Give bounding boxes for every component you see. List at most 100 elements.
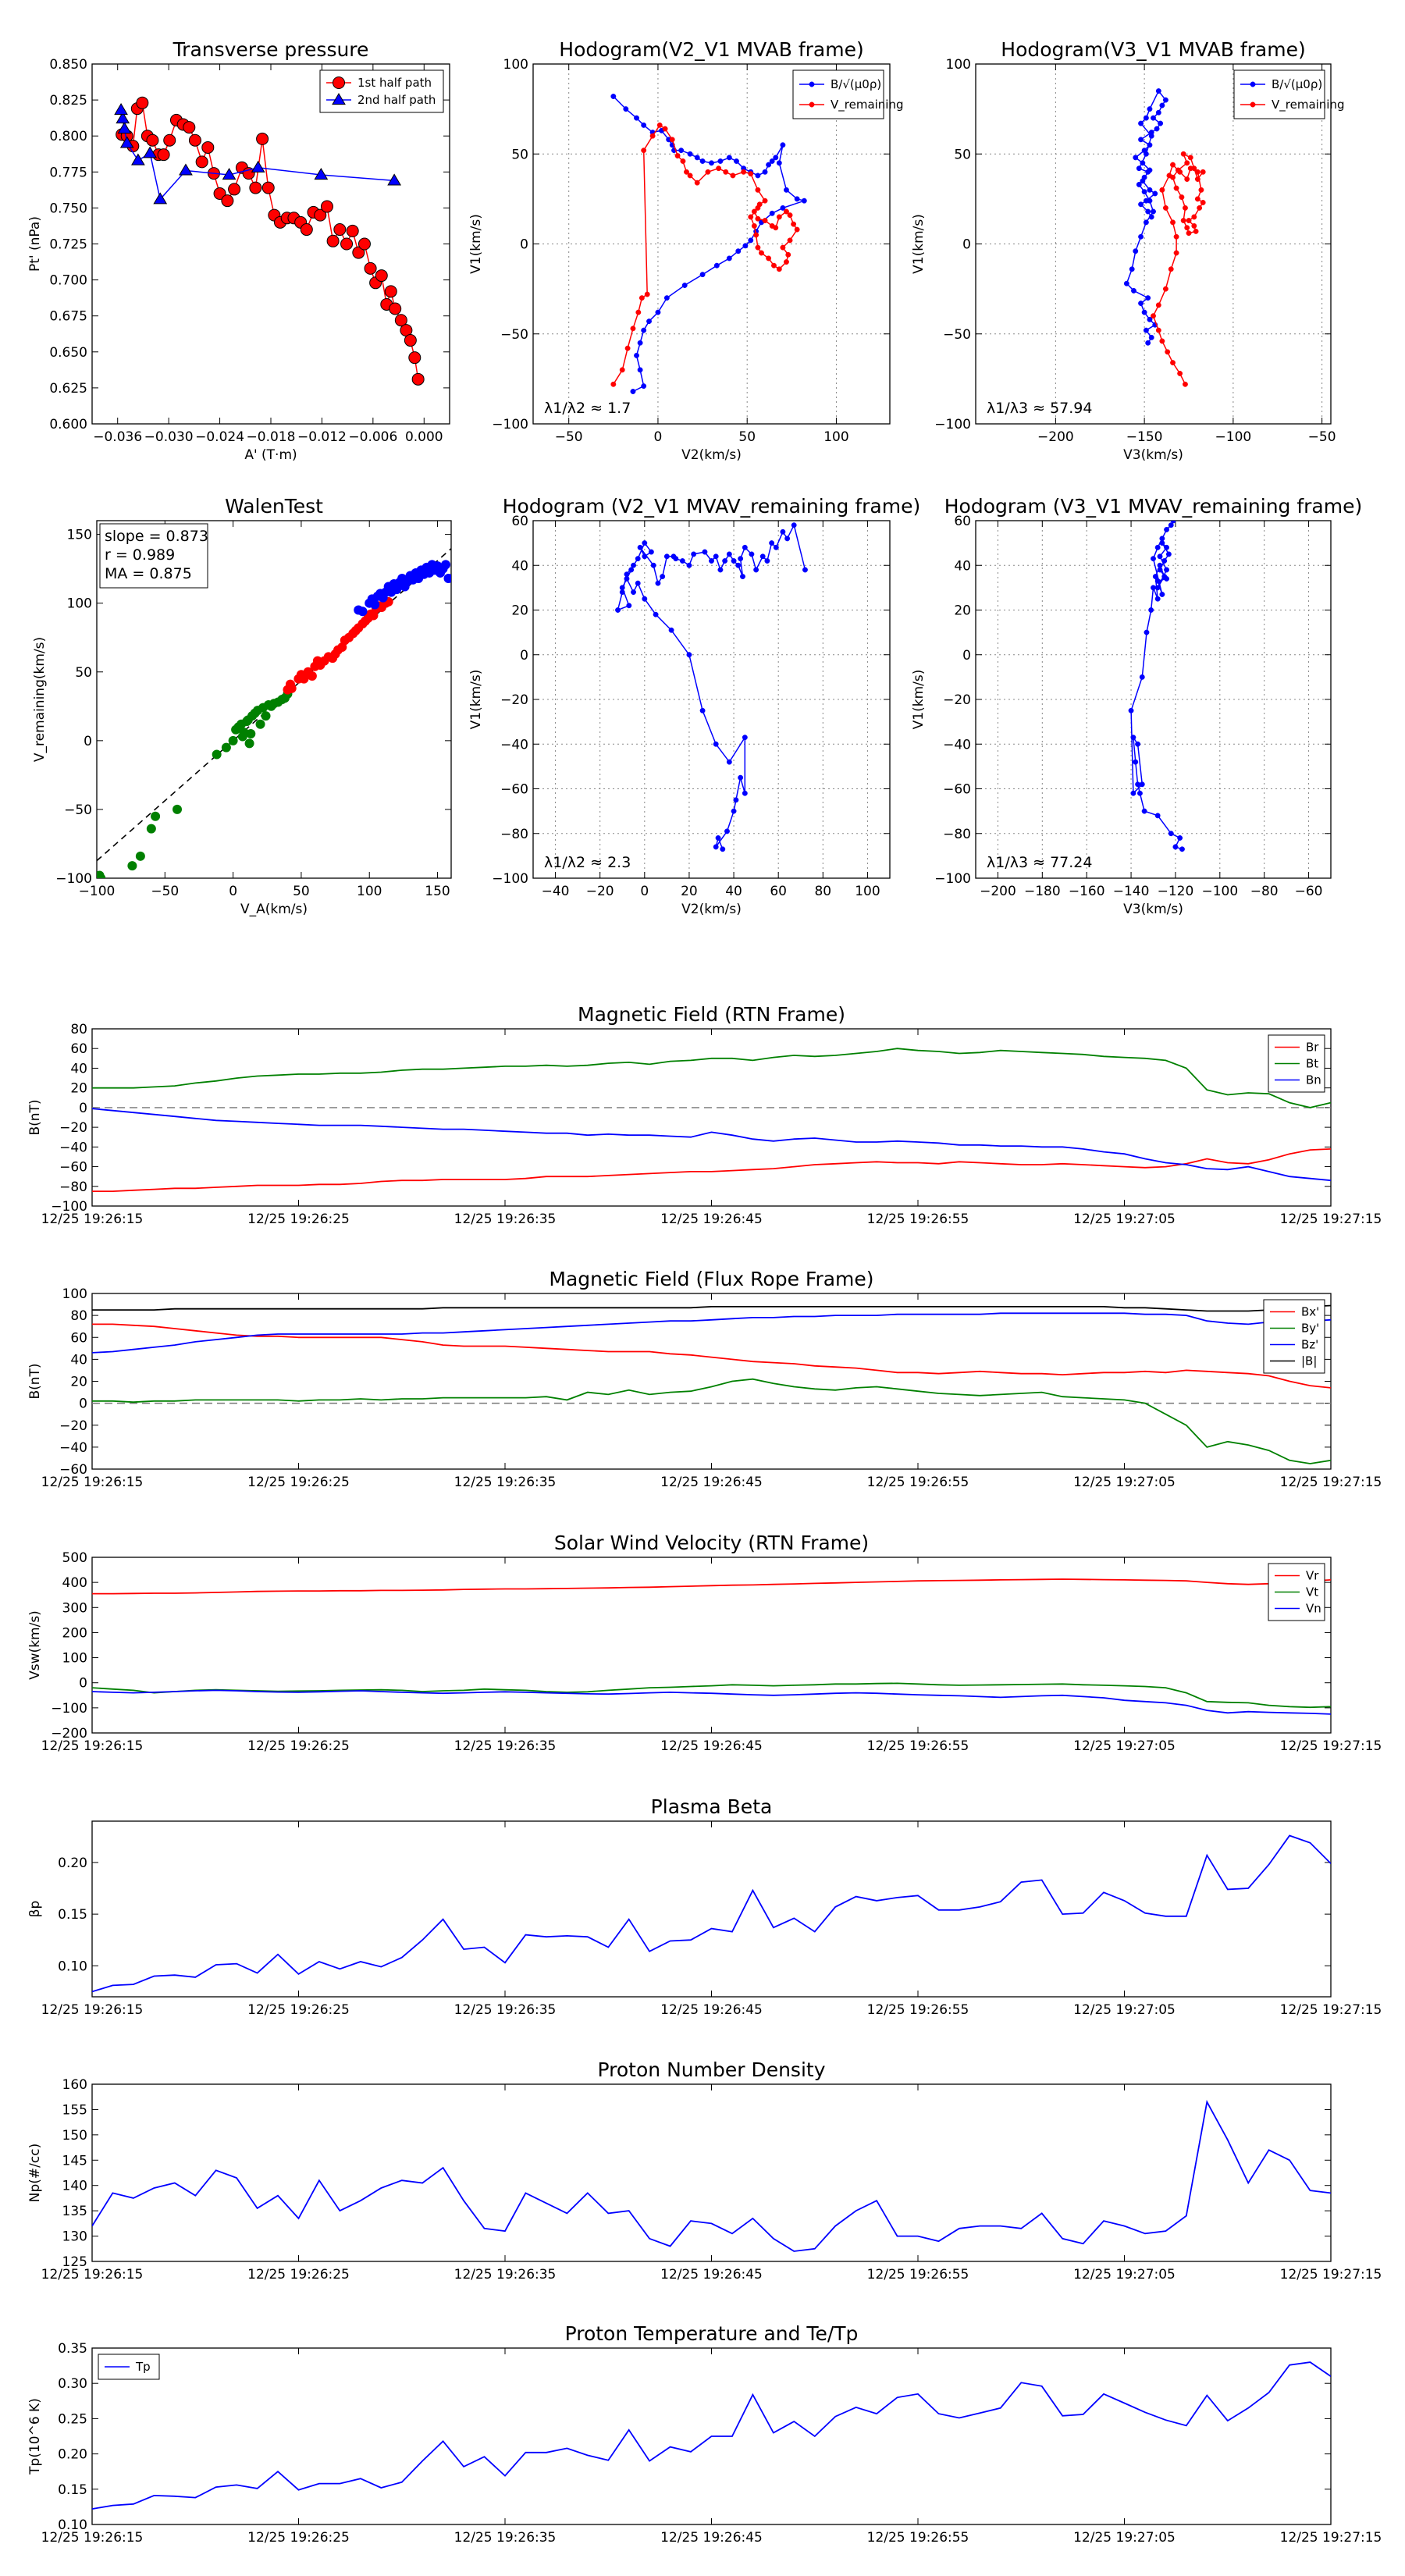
data-point xyxy=(740,574,745,580)
data-point xyxy=(1198,187,1204,193)
x-tick-label: −0.036 xyxy=(93,429,142,445)
series-line xyxy=(92,1689,1331,1715)
data-point xyxy=(619,585,625,591)
y-tick-label: −100 xyxy=(51,1199,87,1215)
data-point xyxy=(773,544,779,550)
x-tick-label: 12/25 19:26:45 xyxy=(660,2002,763,2018)
data-point xyxy=(389,302,402,315)
legend: Br Bt Bn xyxy=(1268,1034,1325,1093)
y-tick-label: 0.825 xyxy=(49,93,87,109)
data-point xyxy=(1184,160,1190,166)
legend-box xyxy=(792,69,884,119)
data-point xyxy=(626,603,632,609)
data-point xyxy=(1154,544,1161,550)
legend-item: V_remaining xyxy=(799,98,904,112)
data-point xyxy=(1155,327,1161,333)
chart-b_fr: 12/25 19:26:15 12/25 19:26:25 12/25 19:26:… xyxy=(27,1268,1382,1490)
legend-label: Bx' xyxy=(1301,1305,1319,1319)
series xyxy=(97,688,293,878)
chart-title: Plasma Beta xyxy=(651,1795,773,1818)
y-tick-label: −20 xyxy=(943,692,971,708)
chart-v_rtn: 12/25 19:26:15 12/25 19:26:25 12/25 19:26:… xyxy=(27,1532,1382,1754)
x-tick-label: 12/25 19:26:45 xyxy=(660,1475,763,1490)
chart-title: Hodogram (V3_V1 MVAV_remaining frame) xyxy=(944,495,1363,518)
data-point xyxy=(738,774,744,781)
x-tick-label: −180 xyxy=(1024,884,1061,899)
data-point xyxy=(146,133,159,147)
y-tick-label: 0.775 xyxy=(49,165,87,180)
chart-title: Hodogram(V2_V1 MVAB frame) xyxy=(559,38,863,61)
data-point xyxy=(1250,81,1256,87)
data-point xyxy=(630,389,636,394)
x-tick-label: 60 xyxy=(770,884,787,899)
data-point xyxy=(1129,266,1135,272)
y-tick-label: −100 xyxy=(934,417,971,432)
data-point xyxy=(691,551,697,557)
series-line xyxy=(92,1304,1331,1312)
legend-item: Vr xyxy=(1275,1569,1319,1583)
data-point xyxy=(713,553,719,560)
y-tick-label: 20 xyxy=(954,603,971,619)
data-point xyxy=(1148,133,1154,139)
data-point xyxy=(201,141,215,154)
data-point xyxy=(1173,185,1179,191)
x-tick-label: −200 xyxy=(980,884,1016,899)
data-point xyxy=(623,106,629,112)
legend: B/√(μ0ρ) V_remaining xyxy=(792,69,904,119)
data-point xyxy=(183,121,196,134)
data-point xyxy=(1157,567,1163,573)
x-tick-label: −200 xyxy=(1037,429,1074,445)
x-tick-label: 12/25 19:26:25 xyxy=(247,2530,350,2546)
series xyxy=(116,96,425,386)
data-point xyxy=(635,309,642,315)
y-tick-label: 300 xyxy=(62,1600,87,1616)
data-point xyxy=(1193,228,1199,234)
data-point xyxy=(726,255,732,262)
data-point xyxy=(179,163,193,176)
data-point xyxy=(222,168,237,180)
data-point xyxy=(634,352,639,358)
data-point xyxy=(1140,160,1146,166)
legend-label: V_remaining xyxy=(831,98,904,112)
series xyxy=(1128,521,1185,852)
data-point xyxy=(653,611,659,617)
data-point xyxy=(619,367,625,373)
data-point xyxy=(1130,790,1136,796)
x-tick-label: 100 xyxy=(357,884,382,899)
data-point xyxy=(731,808,737,814)
x-tick-label: −100 xyxy=(79,884,116,899)
data-point xyxy=(375,269,388,283)
data-point xyxy=(1123,280,1129,286)
y-tick-label: −100 xyxy=(55,871,92,887)
data-point xyxy=(1136,790,1143,796)
data-point xyxy=(1170,219,1176,226)
data-point xyxy=(722,558,728,564)
x-axis-label: A' (T·m) xyxy=(244,447,297,463)
data-point xyxy=(1165,349,1171,355)
data-point xyxy=(641,327,647,333)
y-tick-label: 0.20 xyxy=(58,2447,87,2463)
x-tick-label: 12/25 19:26:15 xyxy=(41,2002,144,2018)
data-point xyxy=(735,248,742,254)
data-point xyxy=(394,314,407,327)
y-tick-label: 0.800 xyxy=(49,129,87,144)
x-tick-label: 12/25 19:26:35 xyxy=(454,1475,557,1490)
y-tick-label: 60 xyxy=(954,514,971,529)
data-point xyxy=(1164,567,1170,573)
x-tick-label: 12/25 19:26:15 xyxy=(41,1738,144,1754)
data-point xyxy=(769,540,775,546)
data-point xyxy=(751,223,757,229)
data-point xyxy=(333,76,345,89)
x-tick-label: 12/25 19:26:15 xyxy=(41,1212,144,1227)
x-tick-label: −60 xyxy=(1295,884,1323,899)
annotation: λ1/λ2 ≈ 1.7 xyxy=(544,400,631,417)
y-tick-label: 40 xyxy=(511,558,528,574)
plot-frame xyxy=(91,2083,1332,2262)
x-tick-label: 12/25 19:26:15 xyxy=(41,2530,144,2546)
data-point xyxy=(637,544,643,550)
data-point xyxy=(1194,196,1200,202)
x-tick-label: −0.030 xyxy=(144,429,194,445)
series-line xyxy=(92,1378,1331,1464)
stats-line: slope = 0.873 xyxy=(105,528,208,545)
x-tick-label: 12/25 19:26:15 xyxy=(41,2267,144,2282)
